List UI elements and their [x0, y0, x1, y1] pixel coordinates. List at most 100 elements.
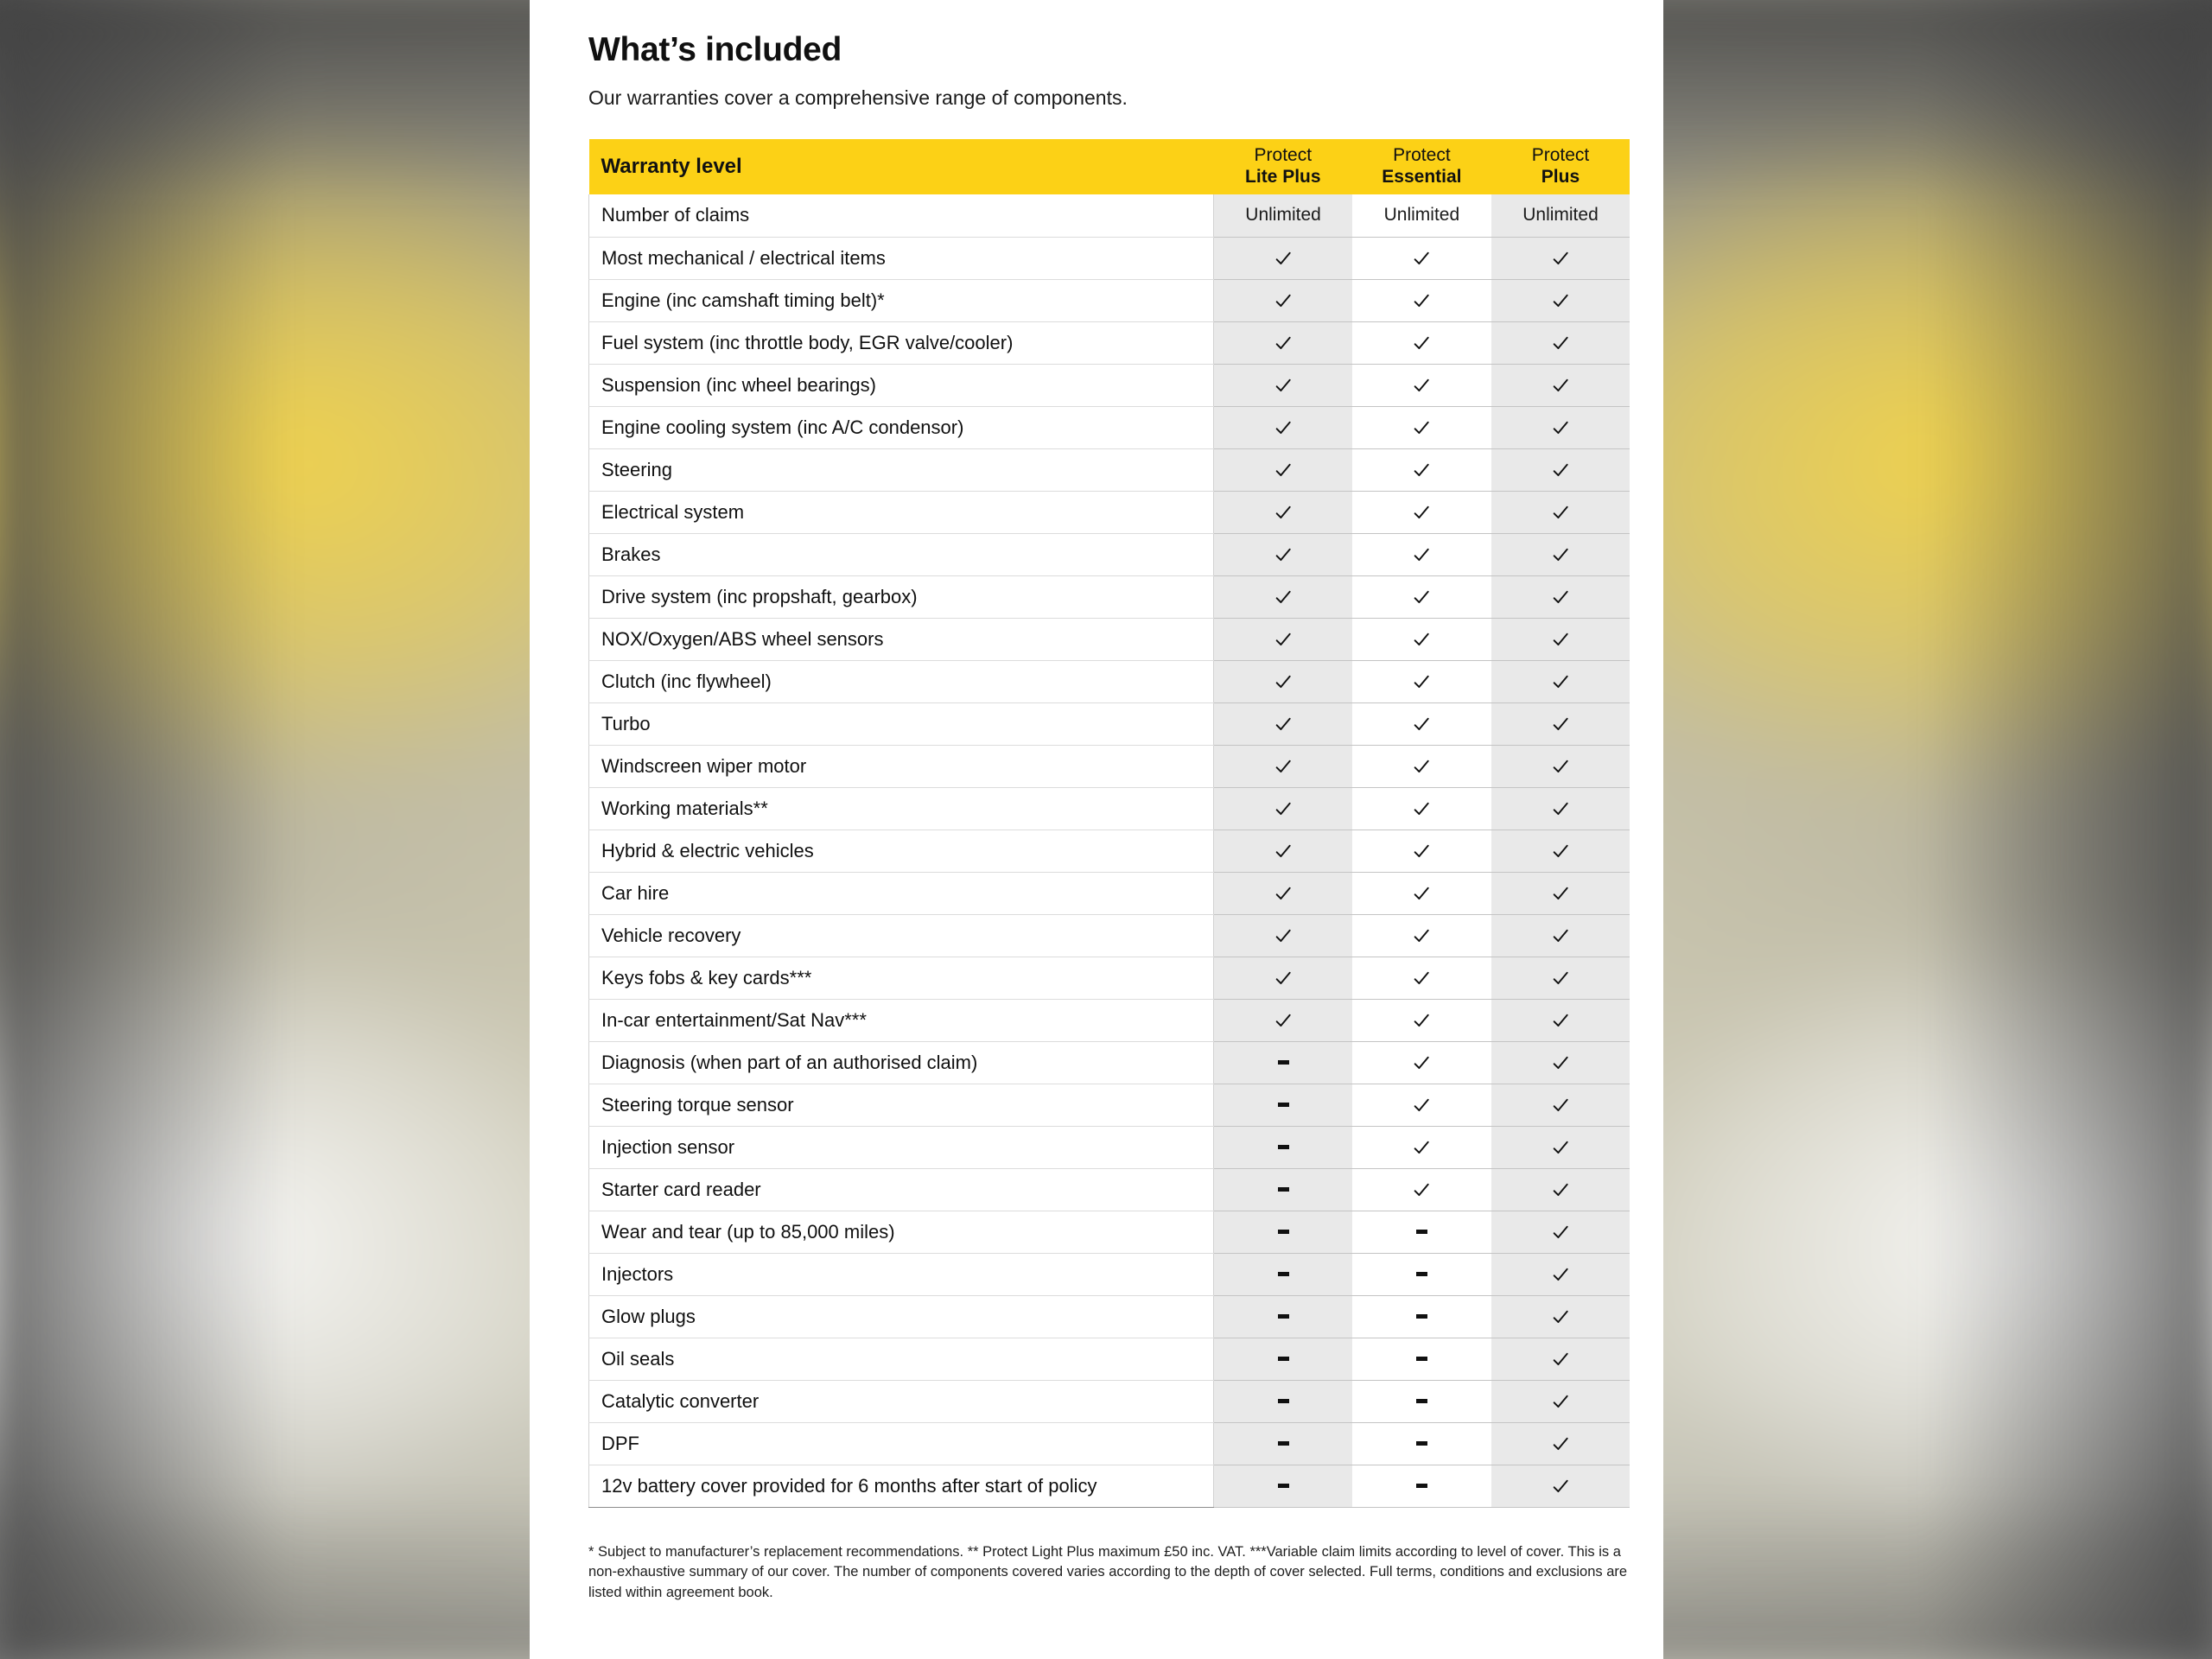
check-icon	[1491, 448, 1630, 492]
table-row: Turbo	[588, 702, 1630, 746]
cell-value-text: Unlimited	[1245, 205, 1321, 226]
check-icon	[1551, 461, 1570, 480]
check-icon	[1274, 926, 1293, 945]
row-label: Car hire	[588, 872, 1214, 915]
check-icon	[1213, 237, 1353, 280]
table-row: In-car entertainment/Sat Nav***	[588, 999, 1630, 1042]
check-icon	[1274, 672, 1293, 691]
row-label: Glow plugs	[588, 1295, 1214, 1338]
check-icon	[1551, 1180, 1570, 1199]
table-row: Hybrid & electric vehicles	[588, 830, 1630, 873]
cell-value: Unlimited	[1213, 194, 1353, 238]
cell-value-text: Unlimited	[1383, 205, 1460, 226]
dash-icon	[1277, 1145, 1289, 1150]
check-icon	[1551, 672, 1570, 691]
check-icon	[1491, 406, 1630, 449]
row-label: Oil seals	[588, 1338, 1214, 1381]
check-icon	[1491, 957, 1630, 1000]
dash-icon	[1277, 1357, 1289, 1362]
check-icon	[1352, 491, 1491, 534]
check-icon	[1551, 334, 1570, 353]
table-row: Glow plugs	[588, 1295, 1630, 1338]
check-icon	[1274, 249, 1293, 268]
check-icon	[1352, 745, 1491, 788]
check-icon	[1213, 279, 1353, 322]
check-icon	[1491, 279, 1630, 322]
check-icon	[1551, 1434, 1570, 1453]
check-icon	[1551, 291, 1570, 310]
table-row: Brakes	[588, 533, 1630, 576]
check-icon	[1412, 503, 1431, 522]
dash-icon	[1277, 1399, 1289, 1404]
dash-icon	[1213, 1084, 1353, 1127]
check-icon	[1274, 503, 1293, 522]
check-icon	[1352, 533, 1491, 576]
check-icon	[1412, 799, 1431, 818]
dash-icon	[1352, 1253, 1491, 1296]
check-icon	[1352, 237, 1491, 280]
dash-icon	[1352, 1338, 1491, 1381]
check-icon	[1352, 787, 1491, 830]
check-icon	[1412, 969, 1431, 988]
check-icon	[1412, 884, 1431, 903]
check-icon	[1491, 1126, 1630, 1169]
check-icon	[1551, 1011, 1570, 1030]
check-icon	[1491, 364, 1630, 407]
check-icon	[1491, 787, 1630, 830]
check-icon	[1213, 872, 1353, 915]
footnote-text: * Subject to manufacturer’s replacement …	[588, 1543, 1628, 1601]
check-icon	[1551, 1392, 1570, 1411]
row-label: In-car entertainment/Sat Nav***	[588, 999, 1214, 1042]
check-icon	[1213, 618, 1353, 661]
check-icon	[1274, 461, 1293, 480]
check-icon	[1274, 884, 1293, 903]
table-row: Windscreen wiper motor	[588, 745, 1630, 788]
page-title: What’s included	[588, 31, 842, 68]
dash-icon	[1277, 1272, 1289, 1277]
check-icon	[1412, 291, 1431, 310]
row-label: Vehicle recovery	[588, 914, 1214, 957]
dash-icon	[1415, 1272, 1427, 1277]
row-label: Number of claims	[588, 194, 1214, 238]
check-icon	[1213, 702, 1353, 746]
check-icon	[1551, 588, 1570, 607]
check-icon	[1352, 406, 1491, 449]
check-icon	[1491, 1295, 1630, 1338]
column-header-tier: Plus	[1541, 167, 1580, 187]
cell-value: Unlimited	[1352, 194, 1491, 238]
row-label: Windscreen wiper motor	[588, 745, 1214, 788]
row-label: Catalytic converter	[588, 1380, 1214, 1423]
check-icon	[1491, 575, 1630, 619]
row-label: Suspension (inc wheel bearings)	[588, 364, 1214, 407]
check-icon	[1213, 406, 1353, 449]
check-icon	[1551, 715, 1570, 734]
table-row: Steering torque sensor	[588, 1084, 1630, 1127]
row-label: Diagnosis (when part of an authorised cl…	[588, 1041, 1214, 1084]
table-row: Electrical system	[588, 491, 1630, 534]
check-icon	[1551, 249, 1570, 268]
check-icon	[1491, 1041, 1630, 1084]
row-label: Electrical system	[588, 491, 1214, 534]
check-icon	[1274, 715, 1293, 734]
table-row: Clutch (inc flywheel)	[588, 660, 1630, 703]
check-icon	[1551, 757, 1570, 776]
check-icon	[1412, 376, 1431, 395]
row-label: Clutch (inc flywheel)	[588, 660, 1214, 703]
row-label: Engine cooling system (inc A/C condensor…	[588, 406, 1214, 449]
check-icon	[1213, 448, 1353, 492]
check-icon	[1352, 1126, 1491, 1169]
row-label: Drive system (inc propshaft, gearbox)	[588, 575, 1214, 619]
table-row: Wear and tear (up to 85,000 miles)	[588, 1211, 1630, 1254]
check-icon	[1551, 376, 1570, 395]
check-icon	[1352, 830, 1491, 873]
check-icon	[1491, 1338, 1630, 1381]
table-row: Most mechanical / electrical items	[588, 237, 1630, 280]
dash-icon	[1213, 1253, 1353, 1296]
table-head: Warranty level Protect Lite Plus Protect Ess…	[588, 139, 1630, 194]
check-icon	[1491, 1168, 1630, 1211]
row-label: Working materials**	[588, 787, 1214, 830]
check-icon	[1491, 702, 1630, 746]
check-icon	[1352, 1084, 1491, 1127]
check-icon	[1274, 969, 1293, 988]
check-icon	[1491, 1422, 1630, 1465]
